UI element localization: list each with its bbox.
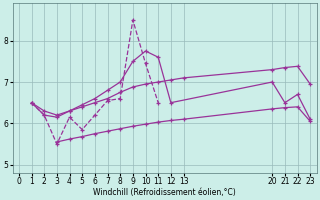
X-axis label: Windchill (Refroidissement éolien,°C): Windchill (Refroidissement éolien,°C) (93, 188, 236, 197)
